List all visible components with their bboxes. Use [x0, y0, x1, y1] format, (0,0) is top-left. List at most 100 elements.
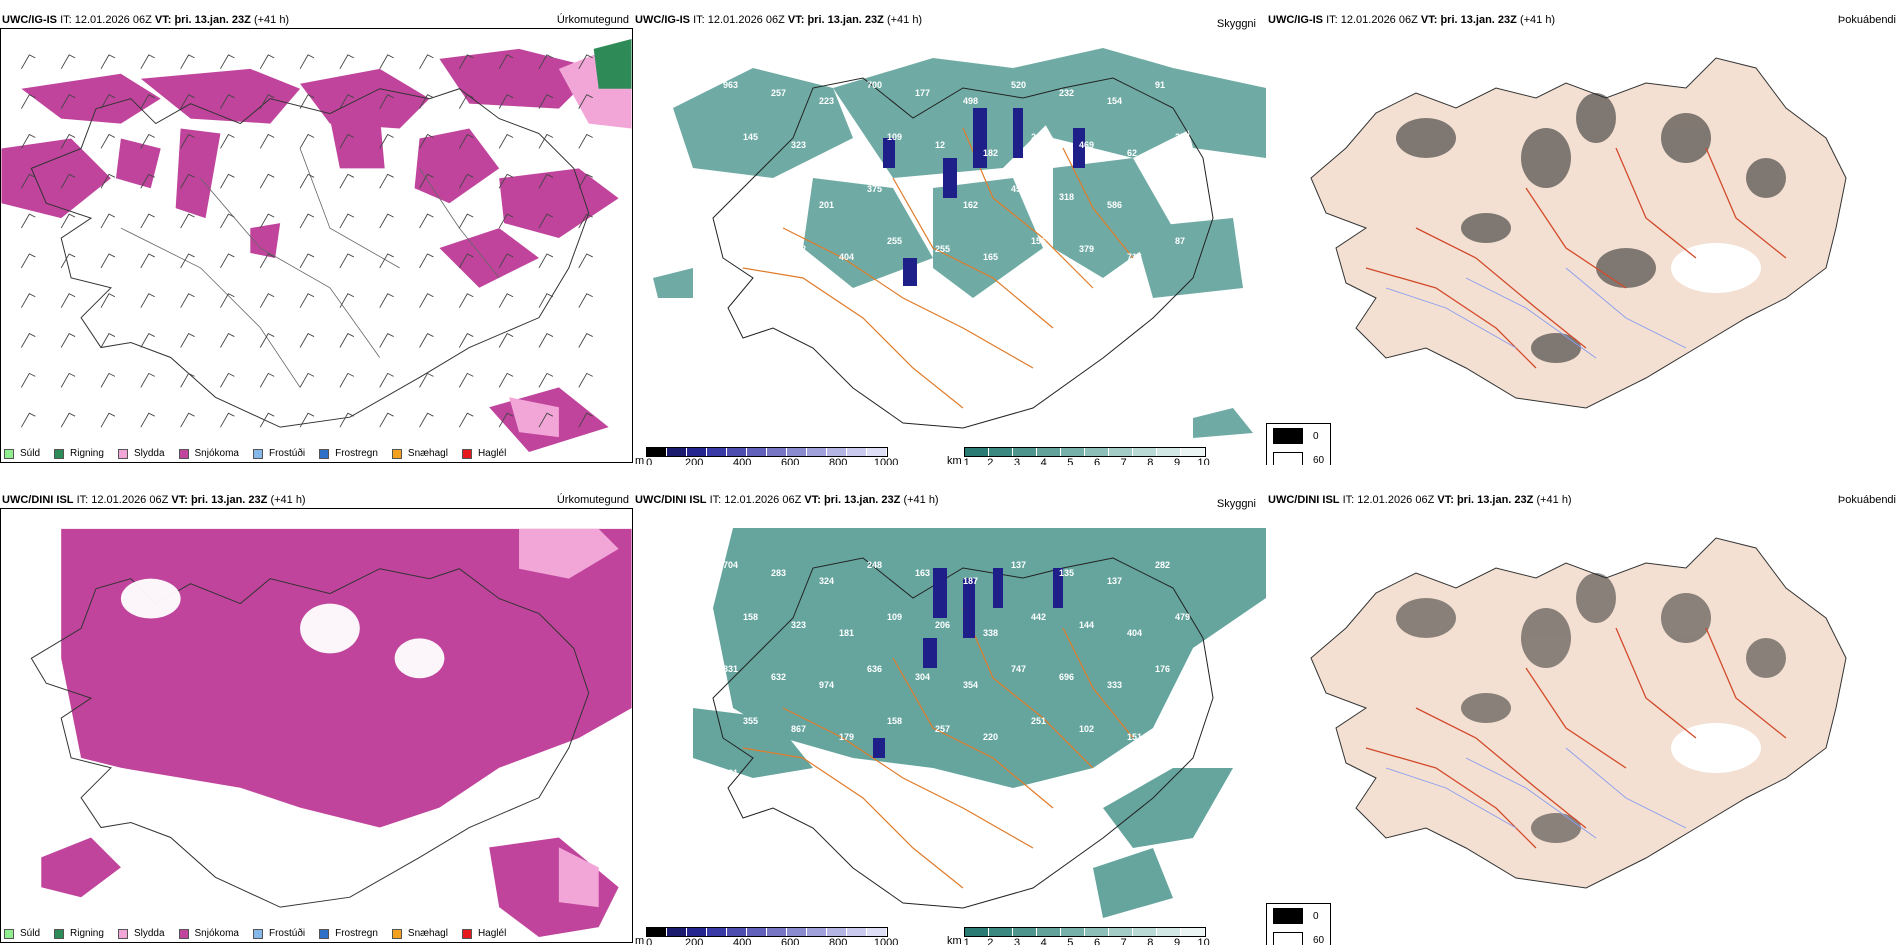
wind-barb-icon — [20, 173, 36, 189]
legend-item: Snjókoma — [178, 448, 239, 459]
cloud-base-label: 158 — [743, 612, 758, 622]
panel-header: UWC/IG-IS IT: 12.01.2026 06Z VT: þri. 13… — [1268, 14, 1556, 26]
cloud-base-label: 974 — [819, 680, 834, 690]
precip-map — [0, 508, 633, 943]
visibility-panel-bottom: UWC/DINI ISL IT: 12.01.2026 06Z VT: þri.… — [633, 490, 1266, 945]
wind-barb-icon — [299, 133, 315, 149]
colorbar-cell — [707, 928, 728, 936]
wind-barb-icon — [299, 173, 315, 189]
cloud-base-label: 704 — [723, 560, 738, 570]
visibility-colorbar-cells — [963, 447, 1206, 457]
wind-barb-icon — [578, 253, 593, 269]
wind-barb-icon — [498, 333, 514, 348]
wind-barb-icon — [419, 293, 434, 308]
fog-legend: 0 60 — [1266, 903, 1332, 945]
wind-barb-icon — [20, 54, 36, 70]
colorbar-cell — [807, 928, 828, 936]
wind-barb-icon — [220, 173, 235, 189]
wind-barb-icon — [259, 253, 275, 269]
cloud-base-label: 130 — [771, 296, 786, 306]
wind-barb-icon — [578, 372, 593, 388]
panel-header: UWC/IG-IS IT: 12.01.2026 06Z VT: þri. 13… — [635, 14, 923, 26]
colorbar-cell — [1060, 448, 1085, 456]
wind-barb-icon — [458, 94, 474, 109]
cloud-base-label: 251 — [1031, 716, 1046, 726]
wind-barb-icon — [458, 253, 474, 269]
precip-type-panel-top: UWC/IG-IS IT: 12.01.2026 06Z VT: þri. 13… — [0, 10, 633, 465]
wind-barb-icon — [299, 213, 315, 229]
panel-title: Úrkomutegund — [556, 494, 629, 506]
wind-barb-icon — [339, 54, 355, 70]
wind-barb-icon — [180, 213, 195, 229]
wind-barb-icon — [458, 293, 474, 308]
wind-barb-icon — [578, 133, 593, 149]
panel-title: Þokuábendi — [1837, 494, 1896, 506]
cloud-base-label: 257 — [771, 88, 786, 98]
wind-barb-icon — [259, 133, 275, 149]
cloud-base-label: 324 — [819, 576, 834, 586]
colorbar-cell — [647, 448, 668, 456]
fog-legend-swatch — [1273, 452, 1303, 465]
cloud-base-label: 498 — [963, 96, 978, 106]
cloud-base-label: 162 — [963, 200, 978, 210]
colorbar-cell — [727, 448, 748, 456]
colorbar-cell — [1084, 928, 1109, 936]
panel-title: Þokuábendi — [1837, 14, 1896, 26]
wind-barb-icon — [220, 293, 235, 308]
wind-barb-icon — [299, 372, 315, 388]
wind-barb-icon — [100, 173, 116, 189]
cloud-base-label: 282 — [1155, 560, 1170, 570]
cloud-base-label: 182 — [983, 148, 998, 158]
wind-barb-icon — [299, 54, 315, 70]
legend-swatch — [117, 928, 128, 939]
wind-barb-icon — [60, 54, 76, 70]
wind-barb-icon — [140, 412, 155, 428]
cloud-base-label: 254 — [1175, 132, 1190, 142]
colorbar-tick-label: 3 — [1013, 937, 1021, 945]
legend-swatch — [391, 928, 402, 939]
wind-barb-icon — [578, 293, 593, 308]
fog-legend-row: 0 — [1267, 904, 1330, 928]
wind-barb-icon — [259, 372, 275, 388]
cloud-base-label: 520 — [1011, 80, 1026, 90]
wind-barb-icon — [100, 54, 116, 70]
colorbar-cell — [827, 448, 848, 456]
cloud-base-label: 232 — [1059, 88, 1074, 98]
cloud-base-label: 479 — [1175, 612, 1190, 622]
cloud-base-label: 586 — [1107, 200, 1122, 210]
legend-swatch — [391, 448, 402, 459]
legend-item: Snæhagl — [391, 928, 448, 939]
panel-title: Skyggni — [1216, 18, 1256, 30]
cloud-base-label: 782 — [771, 192, 786, 202]
wind-barb-icon — [259, 213, 275, 229]
wind-barb-icon — [538, 213, 554, 229]
cloud-base-label: 187 — [963, 576, 978, 586]
wind-barb-icon — [419, 94, 434, 109]
wind-barb-icon — [60, 293, 76, 308]
wind-barb-icon — [180, 94, 195, 109]
colorbar-tick-label: 800 — [828, 457, 848, 465]
wind-barb-icon — [180, 253, 195, 269]
cloud-base-label: 255 — [935, 244, 950, 254]
cloud-base-label: 404 — [1127, 628, 1142, 638]
cloud-base-label: 137 — [1107, 576, 1122, 586]
legend-item: Frostregn — [319, 448, 378, 459]
wind-barb-icon — [339, 412, 355, 428]
cloud-base-label: 354 — [963, 680, 978, 690]
cloud-base-label: 109 — [887, 132, 902, 142]
colorbar-tick-label: 4 — [1040, 937, 1047, 945]
wind-barb-icon — [578, 94, 593, 109]
cloud-base-label: 176 — [1155, 664, 1170, 674]
wind-barb-icon — [180, 133, 195, 149]
wind-barb-icon — [458, 412, 474, 428]
wind-barb-icon — [498, 173, 514, 189]
wind-barb-icon — [140, 333, 155, 348]
wind-barb-icon — [458, 54, 474, 70]
wind-barb-icon — [538, 253, 554, 269]
wind-barb-icon — [100, 213, 116, 229]
wind-barb-icon — [419, 133, 434, 149]
cloud-base-label: 12 — [935, 140, 945, 150]
wind-barb-icon — [180, 372, 195, 388]
colorbar-tick-label: 1 — [963, 457, 970, 465]
wind-barb-icon — [419, 213, 434, 229]
